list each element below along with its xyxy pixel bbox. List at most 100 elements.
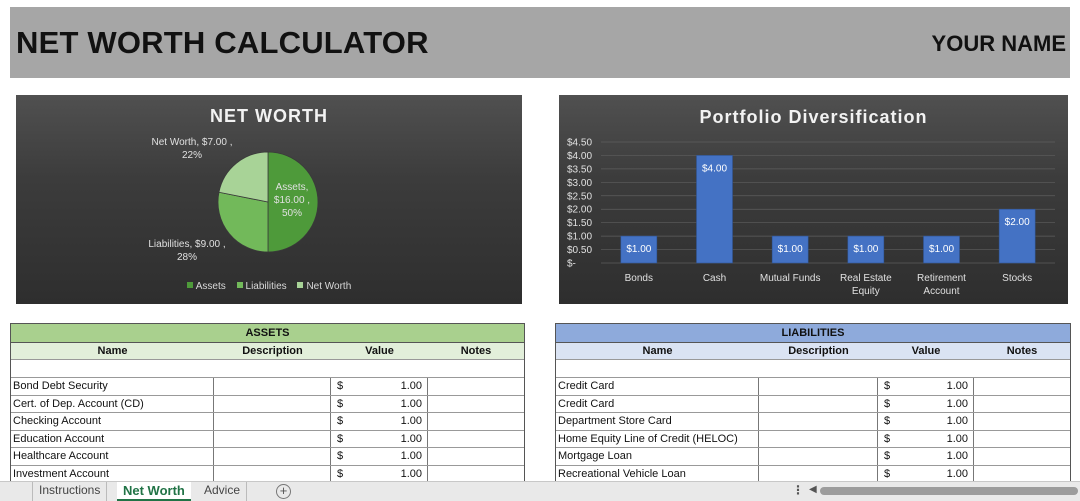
y-tick-label: $0.50 — [567, 245, 592, 256]
name-cell[interactable]: Cert. of Dep. Account (CD) — [11, 395, 214, 412]
name-cell[interactable]: Bond Debt Security — [11, 378, 214, 395]
tab-advice[interactable]: Advice — [198, 482, 248, 501]
legend-item-liabilities: Liabilities — [236, 281, 287, 292]
description-cell[interactable] — [214, 430, 331, 447]
sheet-tab-bar: Instructions Net Worth Advice + ⋮ ◀ — [0, 481, 1080, 501]
blank-row[interactable] — [556, 360, 1070, 378]
name-cell[interactable]: Department Store Card — [556, 413, 759, 430]
value-amount: 1.00 — [400, 467, 422, 480]
value-cell[interactable]: $1.00 — [331, 413, 428, 430]
description-cell[interactable] — [759, 448, 878, 465]
notes-cell[interactable] — [428, 466, 524, 483]
description-cell[interactable] — [214, 448, 331, 465]
plus-circle-icon[interactable]: + — [276, 484, 291, 499]
pie-slice-net-worth[interactable] — [218, 151, 269, 203]
value-cell[interactable]: $1.00 — [878, 413, 974, 430]
description-cell[interactable] — [759, 430, 878, 447]
description-cell[interactable] — [214, 465, 331, 482]
pie-chart-plot: Assets, $16.00 , 50% Liabilities, $9.00 , 28… — [148, 137, 319, 263]
vertical-ellipsis-icon[interactable]: ⋮ — [792, 483, 804, 497]
notes-cell[interactable] — [974, 413, 1070, 430]
currency-symbol: $ — [337, 432, 344, 445]
bar[interactable] — [847, 235, 885, 264]
pie-data-label-assets: Assets, $16.00 , 50% — [274, 182, 310, 219]
name-cell[interactable]: Healthcare Account — [11, 448, 214, 465]
value-cell[interactable]: $1.00 — [331, 395, 428, 412]
column-header-value[interactable]: Value — [911, 345, 941, 357]
description-cell[interactable] — [759, 395, 878, 412]
name-cell[interactable]: Credit Card — [556, 378, 759, 395]
name-cell[interactable]: Home Equity Line of Credit (HELOC) — [556, 430, 759, 447]
triangle-left-icon[interactable]: ◀ — [809, 484, 817, 495]
title-banner: NET WORTH CALCULATOR YOUR NAME — [10, 7, 1070, 78]
portfolio-bar-chart[interactable]: Portfolio Diversification $4.50 $4.00 $3.5… — [559, 95, 1068, 304]
notes-cell[interactable] — [428, 378, 524, 395]
bar-data-label: $1.00 — [778, 244, 803, 255]
pie-slice-liabilities[interactable] — [217, 191, 269, 253]
pie-legend: Assets Liabilities Net Worth — [16, 281, 522, 292]
description-cell[interactable] — [759, 413, 878, 430]
description-cell[interactable] — [759, 465, 878, 482]
bar[interactable] — [620, 235, 658, 264]
notes-cell[interactable] — [974, 448, 1070, 465]
tab-instructions[interactable]: Instructions — [32, 482, 108, 501]
y-tick-label: $3.50 — [567, 164, 592, 175]
column-header-notes[interactable]: Notes — [1006, 345, 1038, 357]
column-header-description[interactable]: Description — [788, 345, 849, 357]
value-cell[interactable]: $1.00 — [878, 465, 974, 482]
name-cell[interactable]: Recreational Vehicle Loan — [556, 465, 759, 482]
y-tick-label: $3.00 — [567, 178, 592, 189]
name-cell[interactable]: Mortgage Loan — [556, 448, 759, 465]
value-amount: 1.00 — [400, 380, 422, 392]
table-row: Healthcare Account $1.00 — [11, 448, 524, 466]
value-cell[interactable]: $1.00 — [331, 430, 428, 447]
table-row: Credit Card $1.00 — [556, 378, 1070, 396]
blank-row[interactable] — [11, 360, 524, 378]
description-cell[interactable] — [214, 378, 331, 395]
name-cell[interactable]: Education Account — [11, 430, 214, 447]
bar[interactable] — [923, 235, 960, 264]
horizontal-scrollbar[interactable] — [820, 487, 1078, 495]
liabilities-table: LIABILITIES Name Description Value Notes… — [555, 323, 1071, 483]
value-cell[interactable]: $1.00 — [331, 378, 428, 395]
notes-cell[interactable] — [974, 378, 1070, 395]
bar[interactable] — [771, 235, 809, 264]
liabilities-rows: Credit Card $1.00 Credit Card $1.00 Departme… — [556, 378, 1070, 483]
value-amount: 1.00 — [946, 450, 968, 462]
tab-net-worth[interactable]: Net Worth — [117, 482, 191, 501]
notes-cell[interactable] — [428, 431, 524, 448]
value-cell[interactable]: $1.00 — [331, 465, 428, 482]
name-cell[interactable]: Checking Account — [11, 413, 214, 430]
notes-cell[interactable] — [974, 466, 1070, 483]
column-header-notes[interactable]: Notes — [460, 345, 492, 357]
column-header-description[interactable]: Description — [242, 345, 303, 357]
notes-cell[interactable] — [428, 396, 524, 413]
column-header-value[interactable]: Value — [365, 345, 394, 357]
currency-symbol: $ — [337, 467, 344, 480]
description-cell[interactable] — [759, 378, 878, 395]
liabilities-banner: LIABILITIES — [556, 324, 1070, 343]
pie-slice-assets[interactable] — [267, 151, 319, 253]
value-cell[interactable]: $1.00 — [331, 448, 428, 465]
name-cell[interactable]: Credit Card — [556, 395, 759, 412]
net-worth-pie-chart[interactable]: NET WORTH Assets, $16.00 , 50% Liabilities,… — [16, 95, 522, 304]
bar-chart-plot: $4.50 $4.00 $3.50 $3.00 $2.50 $2.00 $1.50 $1.00… — [567, 138, 1055, 297]
notes-cell[interactable] — [974, 396, 1070, 413]
currency-symbol: $ — [337, 415, 344, 427]
value-cell[interactable]: $1.00 — [878, 448, 974, 465]
value-cell[interactable]: $1.00 — [878, 430, 974, 447]
notes-cell[interactable] — [428, 413, 524, 430]
column-header-name[interactable]: Name — [97, 345, 128, 357]
bar[interactable] — [696, 155, 733, 264]
y-tick-label: $1.50 — [567, 218, 592, 229]
name-cell[interactable]: Investment Account — [11, 465, 214, 482]
legend-item-assets: Assets — [186, 281, 226, 292]
description-cell[interactable] — [214, 395, 331, 412]
value-cell[interactable]: $1.00 — [878, 378, 974, 395]
description-cell[interactable] — [214, 413, 331, 430]
column-header-name[interactable]: Name — [642, 345, 673, 357]
notes-cell[interactable] — [974, 431, 1070, 448]
value-cell[interactable]: $1.00 — [878, 395, 974, 412]
notes-cell[interactable] — [428, 448, 524, 465]
bar[interactable] — [998, 208, 1036, 264]
